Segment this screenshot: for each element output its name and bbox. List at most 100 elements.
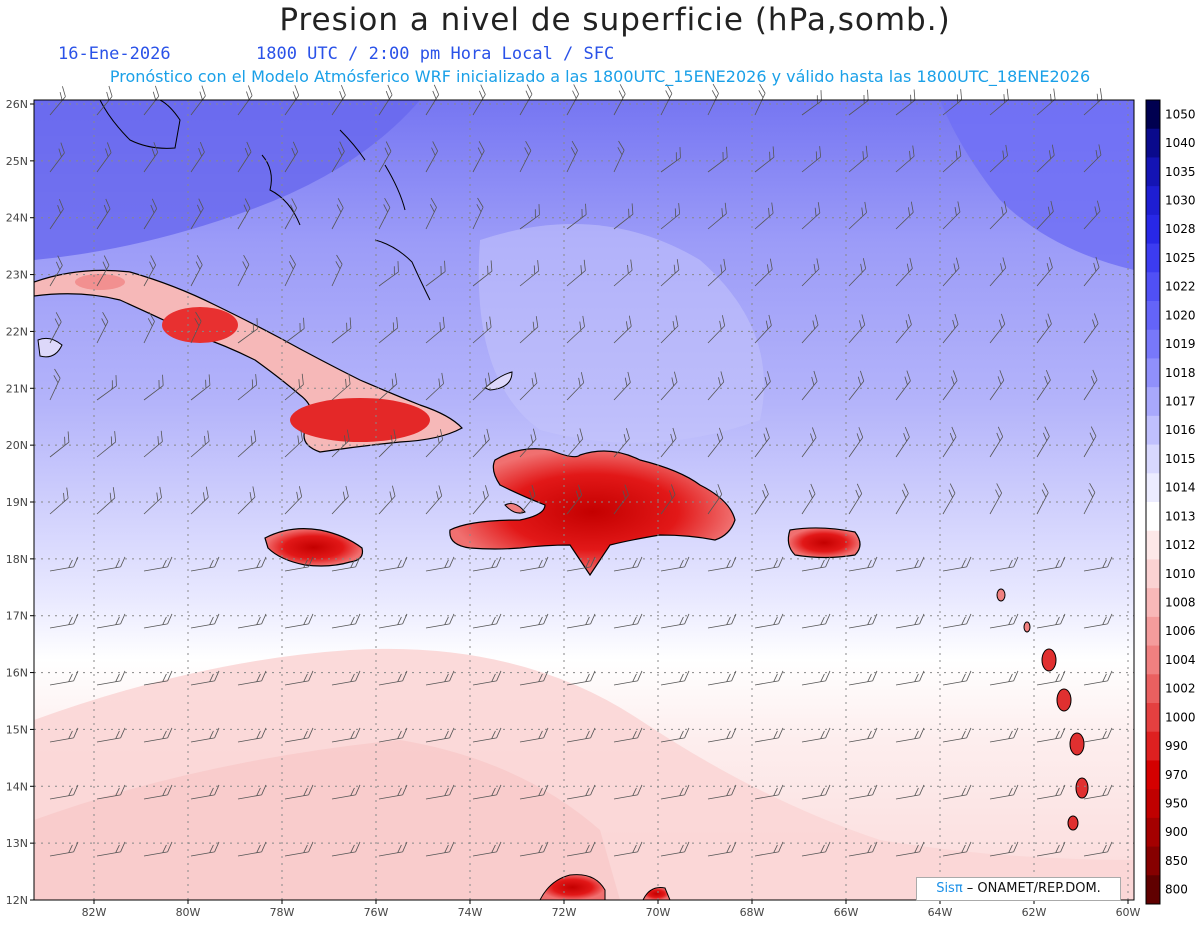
wind-barb bbox=[425, 197, 437, 230]
wind-barb bbox=[237, 841, 267, 857]
wind-barb bbox=[613, 670, 643, 686]
wind-barb bbox=[566, 259, 586, 287]
colorbar-label: 1025 bbox=[1165, 251, 1196, 265]
colorbar-label: 1019 bbox=[1165, 337, 1196, 351]
wind-barb bbox=[1036, 144, 1055, 173]
wind-barb bbox=[942, 613, 972, 629]
wind-barb bbox=[801, 370, 818, 401]
wind-barb bbox=[472, 141, 485, 173]
wind-barb bbox=[754, 483, 769, 515]
colorbar: 1050 1040 1035 1030 1028 1025 1022 1020 1019 1018… bbox=[1145, 99, 1196, 905]
wind-barb bbox=[613, 315, 632, 344]
wind-barb bbox=[378, 727, 408, 743]
lat-label: 16N bbox=[6, 667, 28, 680]
wind-barb bbox=[895, 257, 913, 287]
colorbar-swatch bbox=[1146, 473, 1160, 503]
wind-barb bbox=[1036, 784, 1066, 800]
wind-barb bbox=[331, 670, 361, 686]
wind-barb bbox=[143, 486, 162, 515]
wind-barb bbox=[895, 145, 915, 173]
wind-barb bbox=[190, 613, 220, 629]
wind-barb bbox=[49, 727, 79, 743]
lat-label: 15N bbox=[6, 723, 28, 736]
wind-barb bbox=[1083, 841, 1113, 857]
wind-barb bbox=[660, 727, 690, 743]
wind-barb bbox=[96, 841, 126, 857]
wind-barb bbox=[472, 316, 492, 344]
wind-barb bbox=[707, 371, 725, 401]
wind-barb bbox=[49, 198, 64, 230]
wind-barb bbox=[237, 198, 251, 230]
wind-barb bbox=[331, 198, 344, 230]
colorbar-label: 800 bbox=[1165, 883, 1188, 897]
wind-barb bbox=[472, 841, 502, 857]
wind-barb bbox=[1083, 556, 1113, 572]
wind-barb bbox=[1083, 426, 1097, 458]
wind-barb bbox=[237, 670, 267, 686]
lat-label: 26N bbox=[6, 98, 28, 111]
lon-label: 78W bbox=[270, 906, 295, 919]
wind-barb bbox=[707, 727, 737, 743]
wind-barb bbox=[660, 83, 673, 116]
wind-barb bbox=[425, 784, 455, 800]
wind-barb bbox=[49, 368, 61, 401]
colorbar-label: 850 bbox=[1165, 854, 1188, 868]
wind-barb bbox=[1036, 556, 1066, 572]
wind-barb bbox=[707, 146, 728, 173]
wind-barb bbox=[331, 784, 361, 800]
wind-barb bbox=[284, 670, 314, 686]
colorbar-swatch bbox=[1146, 186, 1160, 216]
wind-barb bbox=[96, 613, 126, 629]
colorbar-label: 1016 bbox=[1165, 423, 1196, 437]
wind-barb bbox=[895, 370, 911, 401]
wind-barb bbox=[848, 483, 863, 515]
wind-barb bbox=[96, 431, 117, 458]
wind-barb bbox=[989, 313, 1006, 344]
wind-barb bbox=[190, 784, 220, 800]
wind-barb bbox=[378, 373, 398, 401]
colorbar-label: 1040 bbox=[1165, 136, 1196, 150]
wind-barb bbox=[613, 784, 643, 800]
wind-barb bbox=[754, 83, 766, 116]
wind-barb bbox=[754, 556, 784, 572]
wind-barb bbox=[707, 556, 737, 572]
wind-barb bbox=[190, 85, 206, 116]
wind-barb bbox=[96, 198, 111, 230]
wind-barb bbox=[801, 258, 820, 287]
wind-barb bbox=[519, 484, 536, 515]
map-title: Presion a nivel de superficie (hPa,somb.… bbox=[279, 2, 951, 38]
sispi-logo: Sisπ bbox=[936, 881, 963, 896]
wind-barb bbox=[96, 487, 116, 515]
wind-barb bbox=[378, 613, 408, 629]
colorbar-label: 1008 bbox=[1165, 596, 1196, 610]
wind-barb bbox=[942, 89, 963, 116]
colorbar-swatch bbox=[1146, 157, 1160, 187]
wind-barb bbox=[425, 141, 438, 173]
wind-barb bbox=[707, 258, 726, 287]
wind-barb bbox=[237, 141, 252, 173]
wind-barb bbox=[707, 784, 737, 800]
colorbar-label: 990 bbox=[1165, 739, 1188, 753]
wind-barb bbox=[519, 784, 549, 800]
wind-barb bbox=[613, 203, 634, 230]
wind-barb bbox=[754, 314, 772, 344]
wind-barb bbox=[1036, 369, 1051, 401]
lat-lon-grid bbox=[34, 100, 1134, 901]
wind-barb bbox=[49, 613, 79, 629]
colorbar-swatch bbox=[1146, 703, 1160, 733]
wind-barb bbox=[331, 613, 361, 629]
wind-barb bbox=[331, 727, 361, 743]
pressure-field bbox=[34, 100, 1134, 900]
wind-barb bbox=[96, 784, 126, 800]
wind-barb bbox=[143, 727, 173, 743]
wind-barb bbox=[754, 427, 770, 458]
wind-barb bbox=[378, 197, 391, 230]
wind-barb bbox=[96, 142, 112, 173]
wind-barbs bbox=[49, 83, 1113, 857]
wind-barb bbox=[1036, 727, 1066, 743]
wind-barb bbox=[143, 556, 173, 572]
wind-barb bbox=[707, 315, 726, 344]
wind-barb bbox=[425, 727, 455, 743]
lon-label: 76W bbox=[364, 906, 389, 919]
